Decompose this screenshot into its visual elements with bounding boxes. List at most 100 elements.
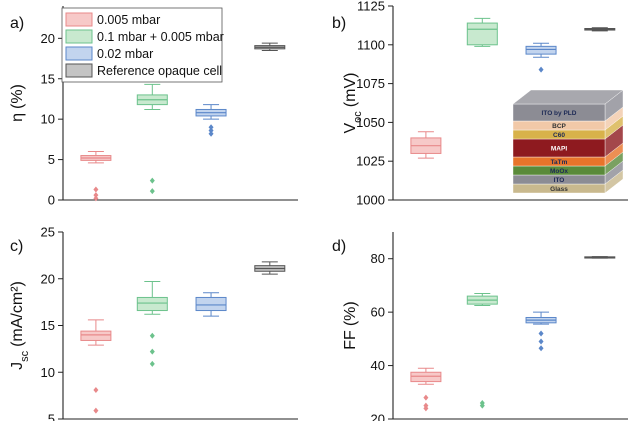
y-tick-label: 5 (48, 412, 55, 421)
legend-entry: 0.02 mbar (97, 47, 153, 61)
y-axis-label: Voc (mV) (342, 73, 364, 134)
panel-a: a) 0 5 10 15 20 η (%) 0.005 mbar 0.1 mbar + 0.005… (9, 6, 298, 208)
panel-d: d) 20 40 60 80 FF (%) (332, 232, 628, 421)
legend-entry: 0.1 mbar + 0.005 mbar (97, 30, 224, 44)
outlier-point (208, 127, 214, 134)
y-axis-label-main: J (9, 362, 26, 370)
y-axis-label-unit: (mV) (342, 73, 359, 108)
y-tick-label: 1075 (356, 76, 385, 91)
stack-layer-label: ITO by PLD (542, 110, 577, 117)
y-tick-label: 1050 (356, 115, 385, 130)
outlier-point (149, 332, 155, 339)
y-tick-label: 0 (48, 193, 55, 208)
y-tick-label: 20 (41, 271, 55, 286)
y-tick-label: 5 (48, 152, 55, 167)
panel-b: b) 1000 1025 1050 1075 1100 1125 Voc (mV) Glass IT… (332, 0, 628, 208)
outlier-point (93, 407, 99, 414)
y-tick-label: 1000 (356, 193, 385, 208)
box-body (466, 22, 498, 46)
outlier-point (208, 124, 214, 131)
y-axis-label-sub: oc (352, 111, 364, 123)
outlier-point (149, 188, 155, 195)
box-0 (410, 131, 442, 159)
outlier-point (93, 387, 99, 394)
y-tick-label: 15 (41, 318, 55, 333)
panel-label: a) (10, 15, 24, 32)
stack-layer-label: TaTm (551, 159, 568, 166)
y-tick-label: 10 (41, 112, 55, 127)
box-3 (254, 42, 286, 51)
stack-layer-label: BCP (552, 123, 566, 130)
y-axis-label-unit: (mA/cm²) (9, 281, 26, 347)
box-body (410, 371, 442, 383)
legend-entry: Reference opaque cell (97, 64, 222, 78)
legend-swatch (65, 29, 93, 44)
outlier-point (208, 130, 214, 137)
box-0 (80, 151, 112, 202)
stack-layer-label: Glass (550, 186, 568, 193)
y-axis-label-main: η (9, 113, 26, 122)
y-axis-label-sub: sc (19, 350, 31, 362)
y-axis-label-unit: (%) (342, 301, 359, 326)
stack-layer: BCP (512, 106, 624, 131)
outlier-point (538, 330, 544, 337)
y-tick-label: 1125 (357, 0, 385, 14)
stack-layer-label: ITO (554, 177, 565, 184)
stack-layer-label: MoOx (550, 168, 568, 175)
y-axis-label-main: V (342, 122, 359, 133)
legend-swatch (65, 63, 93, 78)
panel-label: b) (332, 15, 346, 32)
stack-layer-label: C60 (553, 132, 565, 139)
outlier-point (538, 66, 544, 73)
panel-c: c) 5 10 15 20 25 Jsc (mA/cm²) (9, 225, 298, 421)
y-axis-label: η (%) (9, 84, 26, 122)
outlier-point (149, 177, 155, 184)
y-axis-label: FF (%) (342, 301, 359, 349)
box-2 (525, 311, 557, 352)
outlier-point (149, 360, 155, 367)
box-body (136, 296, 168, 312)
panel-label: d) (332, 238, 346, 255)
box-body (80, 330, 112, 341)
y-tick-label: 1100 (357, 37, 385, 52)
device-stack-inset: Glass ITO MoOx TaTm MAPI C60 BCP ITO by PLD (512, 89, 624, 194)
legend-entry: 0.005 mbar (97, 13, 160, 27)
stack-top-face (512, 89, 624, 105)
box-1 (136, 281, 168, 367)
outlier-point (423, 405, 429, 412)
box-1 (136, 83, 168, 195)
y-axis-label-unit: (%) (9, 84, 26, 109)
legend-swatch (65, 46, 93, 61)
outlier-point (538, 338, 544, 345)
box-3 (584, 27, 616, 32)
legend-swatch (65, 12, 93, 27)
box-body (525, 45, 557, 55)
outlier-point (538, 345, 544, 352)
box-body (195, 296, 227, 312)
y-tick-label: 80 (371, 251, 385, 266)
stack-layer: ITO by PLD (512, 89, 624, 122)
box-3 (254, 261, 286, 275)
box-2 (525, 42, 557, 73)
stack-layer-label: MAPI (551, 146, 567, 153)
box-0 (410, 367, 442, 412)
box-2 (195, 104, 227, 137)
box-1 (466, 17, 498, 47)
y-tick-label: 20 (41, 31, 55, 46)
outlier-point (149, 348, 155, 355)
outlier-point (93, 192, 99, 199)
y-tick-label: 10 (41, 365, 55, 380)
legend: 0.005 mbar 0.1 mbar + 0.005 mbar 0.02 mbar… (61, 7, 224, 83)
box-3 (584, 256, 616, 259)
panel-label: c) (10, 238, 23, 255)
y-tick-label: 60 (371, 305, 385, 320)
y-axis-label: Jsc (mA/cm²) (9, 281, 31, 370)
y-tick-label: 40 (371, 358, 385, 373)
outlier-point (479, 402, 485, 409)
y-tick-label: 15 (41, 71, 55, 86)
y-tick-label: 25 (41, 225, 55, 240)
y-axis-label-main: FF (342, 330, 359, 350)
box-0 (80, 319, 112, 414)
outlier-point (93, 186, 99, 193)
